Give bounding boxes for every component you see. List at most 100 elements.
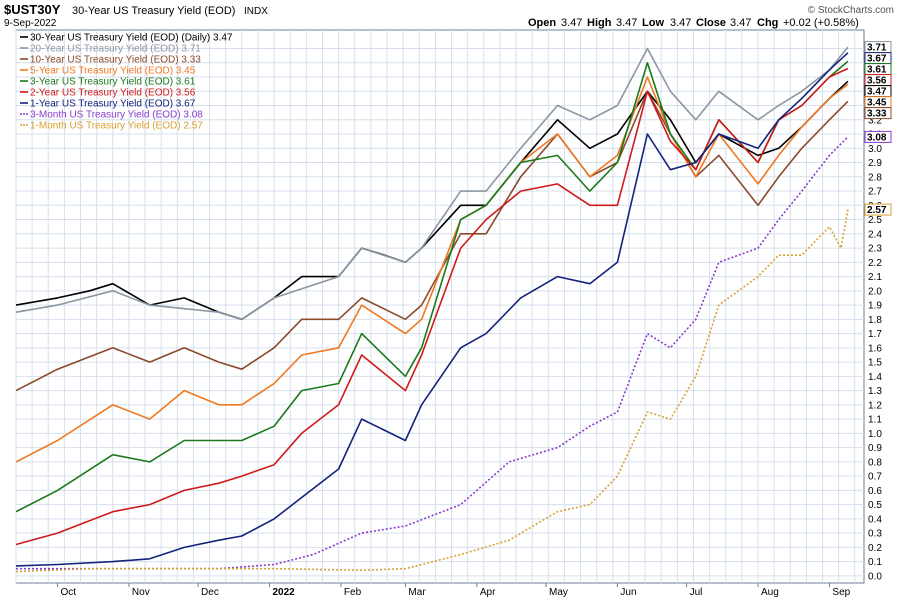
symbol-title: $UST30Y xyxy=(4,2,61,17)
legend-item: 3-Year US Treasury Yield (EOD) 3.61 xyxy=(20,77,196,88)
legend-label: 1-Year US Treasury Yield (EOD) 3.67 xyxy=(30,99,196,110)
x-tick-label: Nov xyxy=(132,587,150,598)
instrument-name: 30-Year US Treasury Yield (EOD) xyxy=(72,5,235,17)
low-label: Low xyxy=(642,17,664,29)
y-tick-label: 3.2 xyxy=(868,115,882,126)
legend-item: 3-Month US Treasury Yield (EOD) 3.08 xyxy=(20,110,203,121)
y-tick-label: 0.5 xyxy=(868,500,882,511)
legend-label: 20-Year US Treasury Yield (EOD) 3.71 xyxy=(30,44,201,55)
last-value-tag: 3.61 xyxy=(864,63,892,76)
legend-item: 1-Month US Treasury Yield (EOD) 2.57 xyxy=(20,121,203,132)
y-tick-label: 3.0 xyxy=(868,144,882,155)
y-tick-label: 0.6 xyxy=(868,486,882,497)
close-value: 3.47 xyxy=(730,17,751,29)
chg-value: +0.02 (+0.58%) xyxy=(783,17,859,29)
y-tick-label: 0.7 xyxy=(868,472,882,483)
high-value: 3.47 xyxy=(616,17,637,29)
last-value-text: 3.56 xyxy=(867,76,887,87)
x-tick-label: 2022 xyxy=(272,587,295,598)
last-value-labels: 3.713.673.613.563.473.453.33 3.08 2.57 xyxy=(864,41,892,216)
series-line-6 xyxy=(15,52,849,567)
legend-label: 2-Year US Treasury Yield (EOD) 3.56 xyxy=(30,88,196,99)
series-line-1 xyxy=(15,46,849,321)
chart-header: $UST30Y 30-Year US Treasury Yield (EOD) … xyxy=(4,2,894,29)
y-tick-label: 2.0 xyxy=(868,286,882,297)
legend-item: 1-Year US Treasury Yield (EOD) 3.67 xyxy=(20,99,196,110)
y-tick-label: 1.9 xyxy=(868,301,882,312)
y-tick-label: 1.8 xyxy=(868,315,882,326)
last-value-tag: 2.57 xyxy=(864,203,892,216)
legend-item: 20-Year US Treasury Yield (EOD) 3.71 xyxy=(20,44,201,55)
exchange-label: INDX xyxy=(244,6,268,17)
series-lines xyxy=(15,46,849,573)
high-label: High xyxy=(587,17,612,29)
legend-label: 5-Year US Treasury Yield (EOD) 3.45 xyxy=(30,66,196,77)
x-tick-label: Dec xyxy=(201,587,219,598)
low-value: 3.47 xyxy=(670,17,691,29)
legend-item: 5-Year US Treasury Yield (EOD) 3.45 xyxy=(20,66,196,77)
y-tick-label: 2.9 xyxy=(868,158,882,169)
last-value-text: 3.67 xyxy=(867,54,887,65)
y-tick-label: 1.5 xyxy=(868,358,882,369)
last-value-box xyxy=(864,130,892,143)
last-value-tag: 3.08 xyxy=(864,130,892,143)
x-tick-label: Apr xyxy=(480,587,496,598)
legend-label: 3-Year US Treasury Yield (EOD) 3.61 xyxy=(30,77,196,88)
y-tick-label: 2.8 xyxy=(868,172,882,183)
legend-label: 1-Month US Treasury Yield (EOD) 2.57 xyxy=(30,121,203,132)
last-value-tag: 3.45 xyxy=(864,96,892,109)
gridlines xyxy=(15,30,864,583)
x-axis: Oct Nov Dec 2022 Feb Mar Apr May Jun Jul Aug Sep xyxy=(56,583,851,598)
open-label: Open xyxy=(528,17,556,29)
last-value-text: 3.71 xyxy=(867,43,887,54)
y-tick-label: 2.1 xyxy=(868,272,882,283)
y-tick-label: 1.2 xyxy=(868,400,882,411)
y-tick-label: 2.7 xyxy=(868,187,882,198)
last-value-text: 3.47 xyxy=(867,87,887,98)
x-tick-label: Jul xyxy=(690,587,703,598)
open-value: 3.47 xyxy=(561,17,582,29)
last-value-tag: 3.47 xyxy=(864,85,892,98)
x-tick-label: Aug xyxy=(761,587,779,598)
y-tick-label: 0.3 xyxy=(868,529,882,540)
date-label: 9-Sep-2022 xyxy=(4,18,57,29)
last-value-text: 3.33 xyxy=(867,109,887,120)
last-value-text: 3.61 xyxy=(867,65,887,76)
y-tick-label: 0.4 xyxy=(868,514,882,525)
y-tick-label: 0.1 xyxy=(868,557,882,568)
y-tick-label: 2.3 xyxy=(868,244,882,255)
y-tick-label: 1.7 xyxy=(868,329,882,340)
last-value-tag: 3.33 xyxy=(864,107,892,120)
last-value-text: 3.45 xyxy=(867,98,887,109)
y-tick-label: 2.5 xyxy=(868,215,882,226)
x-tick-label: Oct xyxy=(60,587,76,598)
x-tick-label: Mar xyxy=(408,587,426,598)
close-label: Close xyxy=(696,17,726,29)
legend: 30-Year US Treasury Yield (EOD) (Daily) … xyxy=(20,33,233,132)
y-axis: 0.0 0.1 0.2 0.3 0.4 0.5 0.6 0.7 0.8 0.9 1.0 1.1 1.2 1… xyxy=(868,44,882,582)
chg-label: Chg xyxy=(757,17,778,29)
y-tick-label: 0.2 xyxy=(868,543,882,554)
y-tick-label: 2.2 xyxy=(868,258,882,269)
last-value-text: 2.57 xyxy=(867,205,887,216)
y-tick-label: 0.8 xyxy=(868,457,882,468)
y-tick-label: 1.0 xyxy=(868,429,882,440)
last-value-tag: 3.56 xyxy=(864,74,892,87)
last-value-box xyxy=(864,107,892,120)
last-value-text: 3.08 xyxy=(867,132,887,143)
y-tick-label: 1.6 xyxy=(868,343,882,354)
y-tick-label: 2.4 xyxy=(868,229,882,240)
x-tick-label: May xyxy=(549,587,568,598)
y-tick-label: 1.1 xyxy=(868,415,882,426)
copyright: © StockCharts.com xyxy=(808,5,894,16)
x-tick-label: Sep xyxy=(832,587,850,598)
x-tick-label: Jun xyxy=(620,587,636,598)
legend-item: 10-Year US Treasury Yield (EOD) 3.33 xyxy=(20,55,201,66)
legend-label: 3-Month US Treasury Yield (EOD) 3.08 xyxy=(30,110,203,121)
y-tick-label: 0.9 xyxy=(868,443,882,454)
series-line-7 xyxy=(16,136,849,570)
series-line-0 xyxy=(15,80,849,321)
last-value-tag: 3.71 xyxy=(864,41,892,54)
last-value-box xyxy=(864,203,892,216)
